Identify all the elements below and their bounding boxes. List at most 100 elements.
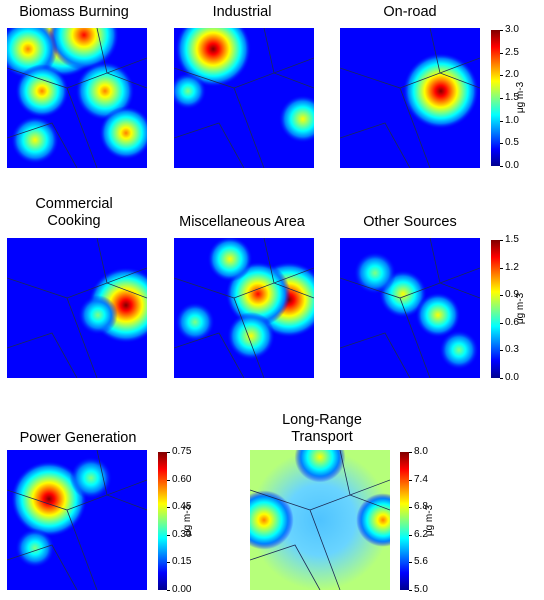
boundary-line [263,238,314,299]
heatmap-hotspot [78,295,118,335]
colorbar-tickmark [409,452,412,453]
colorbar-tickmark [500,295,503,296]
colorbar-tick-label: 0.75 [172,446,192,457]
boundary-line [429,238,480,299]
colorbar-tickmark [500,30,503,31]
map-miscellaneous-area [174,238,314,378]
heatmap-hotspot [250,490,294,550]
colorbar-tickmark [409,590,412,591]
title-line-2: Cooking [47,213,101,229]
panel-title-biomass-burning: Biomass Burning [19,4,129,20]
heatmap-hotspot [69,456,113,500]
colorbar-tick-label: 0.6 [505,317,519,328]
heatmap-hotspot [11,116,59,164]
colorbar-unit-label: μg m-3 [515,292,527,325]
colorbar-tickmark [500,75,503,76]
boundary-line [340,122,411,168]
colorbar-tick-label: 0.30 [172,529,192,540]
heatmap-svg [7,238,147,378]
colorbar-unit-label: μg m-3 [515,81,527,114]
colorbar-tick-label: 8.0 [414,446,428,457]
colorbar-gradient [400,452,409,590]
colorbar-tick-label: 0.45 [172,501,192,512]
colorbar-tick-label: 1.5 [505,92,519,103]
title-line-2: Transport [291,429,353,445]
panel-title-industrial: Industrial [212,4,272,20]
map-on-road [340,28,480,168]
panel-title-power-generation: Power Generation [19,430,137,446]
colorbar-tickmark [500,350,503,351]
map-industrial [174,28,314,168]
colorbar-tickmark [500,121,503,122]
boundary-line [96,238,147,299]
heatmap-hotspot [11,461,87,537]
heatmap-hotspot [48,28,120,71]
heatmap-hotspot [415,292,461,338]
colorbar-tick-label: 6.8 [414,501,428,512]
map-commercial-cooking [7,238,147,378]
heatmap-svg [174,28,314,168]
panel-title-commercial-cooking: Commercial Cooking [4,196,144,230]
boundary-line [174,122,245,168]
panel-title-on-road: On-road [383,4,437,20]
colorbar-tick-label: 0.00 [172,584,192,595]
colorbar-tick-label: 2.5 [505,47,519,58]
colorbar-tick-label: 5.0 [414,584,428,595]
heatmap-svg [250,450,390,590]
heatmap-svg [340,238,480,378]
colorbar-tickmark [167,507,170,508]
heatmap-svg [174,238,314,378]
colorbar-tickmark [409,480,412,481]
colorbar-tick-label: 1.0 [505,115,519,126]
heatmap-hotspot [174,72,207,110]
heatmap-hotspot [175,302,215,342]
colorbar-tickmark [409,535,412,536]
boundary-line [96,450,147,511]
colorbar-unit-label: μg m-3 [182,504,194,537]
boundary-line [96,28,147,89]
heatmap-svg [7,450,147,590]
boundary-line [339,450,390,511]
title-line-1: Commercial [35,196,113,212]
boundary-line [340,332,411,378]
colorbar-tick-label: 1.5 [505,234,519,245]
map-other-sources [340,238,480,378]
colorbar-tickmark [409,507,412,508]
colorbar-tick-label: 0.0 [505,160,519,171]
heatmap-hotspot [15,64,69,118]
heatmap-hotspot [207,238,253,282]
map-long-range-transport [250,450,390,590]
colorbar-tick-label: 0.60 [172,474,192,485]
colorbar-tick-label: 0.9 [505,289,519,300]
colorbar-tickmark [167,562,170,563]
heatmap-hotspot [439,330,479,370]
colorbar-gradient [158,452,167,590]
heatmap-hotspot [99,106,147,160]
colorbar-gradient [491,240,500,378]
colorbar-tick-label: 2.0 [505,69,519,80]
boundary-line [429,28,480,89]
colorbar-tickmark [500,143,503,144]
colorbar-tick-label: 0.15 [172,556,192,567]
colorbar-tickmark [500,98,503,99]
colorbar-tickmark [500,53,503,54]
colorbar-tick-label: 5.6 [414,556,428,567]
heatmap-hotspot [175,28,252,87]
heatmap-hotspot [75,61,135,121]
colorbar-tick-label: 3.0 [505,24,519,35]
colorbar-tickmark [500,240,503,241]
colorbar-tickmark [167,535,170,536]
heatmap-hotspot [278,95,314,143]
colorbar-tick-label: 0.0 [505,372,519,383]
panel-title-long-range-transport: Long-Range Transport [248,412,396,446]
heatmap-svg [340,28,480,168]
boundary-line [7,122,78,168]
heatmap-hotspot [227,312,275,360]
colorbar-tickmark [500,166,503,167]
map-power-generation [7,450,147,590]
heatmap-hotspot [294,450,346,483]
colorbar-tick-label: 1.2 [505,262,519,273]
colorbar-tick-label: 7.4 [414,474,428,485]
heatmap-svg [7,28,147,168]
colorbar-unit-label: μg m-3 [424,504,436,537]
